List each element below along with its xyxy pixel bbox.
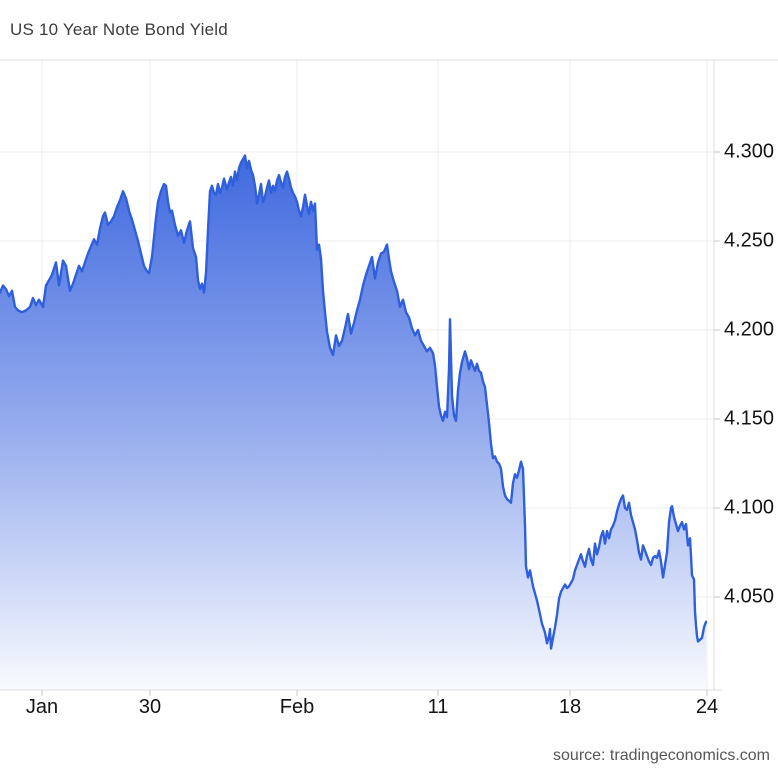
x-axis-label: 30 xyxy=(138,696,162,718)
y-axis-label: 4.200 xyxy=(724,318,775,341)
yield-area-fill xyxy=(0,155,706,691)
x-axis-label: 11 xyxy=(427,696,449,718)
x-axis-label: Feb xyxy=(279,696,315,718)
x-axis-label: 18 xyxy=(558,696,582,718)
y-axis-label: 4.100 xyxy=(724,496,775,519)
yield-line xyxy=(0,154,708,650)
page-title: US 10 Year Note Bond Yield xyxy=(10,20,228,39)
y-axis-label: 4.300 xyxy=(724,140,775,163)
y-axis-label: 4.250 xyxy=(724,229,775,252)
source-attribution: source: tradingeconomics.com xyxy=(553,747,770,764)
y-axis-label: 4.050 xyxy=(724,585,775,608)
x-axis-label: Jan xyxy=(25,696,59,718)
y-axis-label: 4.150 xyxy=(724,407,775,430)
x-axis-label: 24 xyxy=(695,696,719,718)
